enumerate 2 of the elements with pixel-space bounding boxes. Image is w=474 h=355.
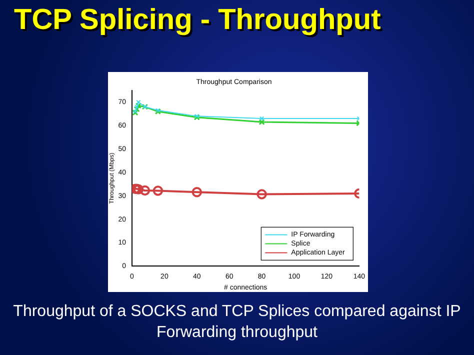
chart-title: TCP Splicing - Throughput: [14, 4, 381, 37]
text: Throughput of a SOCKS and TCP Splices compared against IP Forwarding throughput: [12, 302, 462, 343]
